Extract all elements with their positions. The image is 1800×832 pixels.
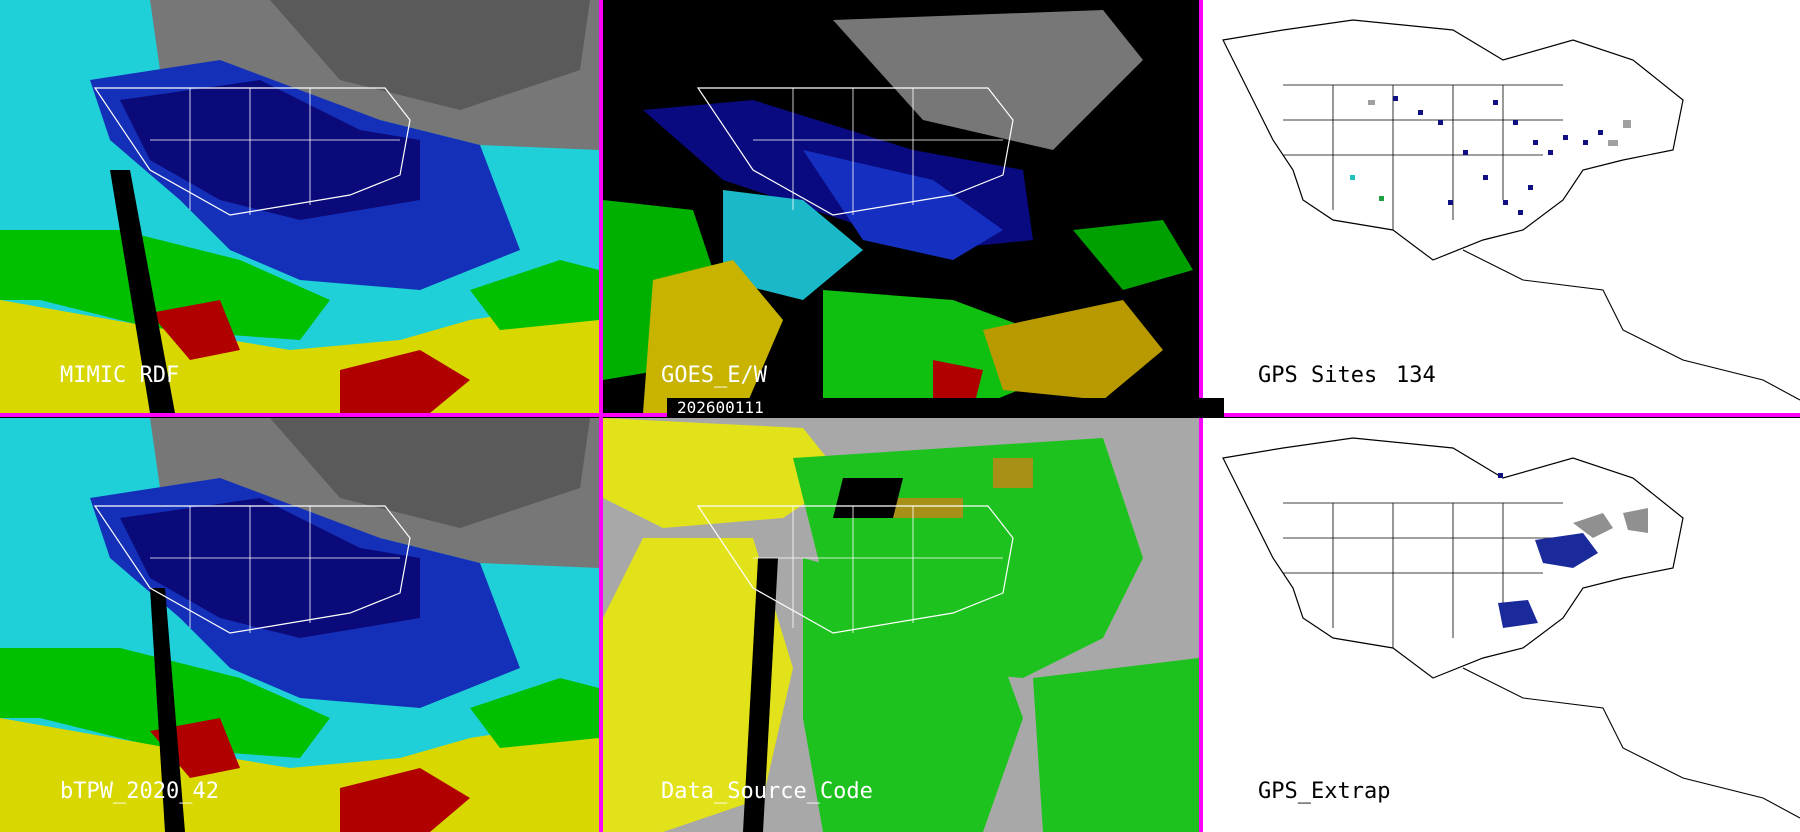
goes-label: GOES_E/W <box>661 363 767 388</box>
separator-horizontal-right <box>1203 413 1800 417</box>
mimic-rdf-panel: MIMIC RDF <box>0 0 599 413</box>
gps-sites-map <box>1222 19 1800 401</box>
gps-extrap-map <box>1222 437 1800 819</box>
data-source-panel: Data_Source_Code <box>603 418 1199 832</box>
date-stamp-bar: 202600111 <box>667 398 1224 418</box>
mimic-rdf-map <box>0 0 599 413</box>
gps-sites-panel: GPS Sites 134 <box>1203 0 1800 413</box>
data-source-label: Data_Source_Code <box>661 779 873 804</box>
gps-sites-label: GPS Sites <box>1258 363 1378 388</box>
mimic-rdf-label: MIMIC RDF <box>60 363 180 388</box>
gps-sites-count: 134 <box>1396 363 1436 388</box>
btpw-map <box>0 418 599 832</box>
data-source-map <box>603 418 1199 832</box>
goes-map <box>603 0 1199 413</box>
separator-horizontal-left <box>0 413 667 417</box>
btpw-label: bTPW_2020_42 <box>60 779 219 804</box>
gps-extrap-panel: GPS_Extrap <box>1203 418 1800 832</box>
gps-extrap-label: GPS_Extrap <box>1258 779 1391 804</box>
goes-panel: GOES_E/W <box>603 0 1199 413</box>
btpw-panel: bTPW_2020_42 <box>0 418 599 832</box>
